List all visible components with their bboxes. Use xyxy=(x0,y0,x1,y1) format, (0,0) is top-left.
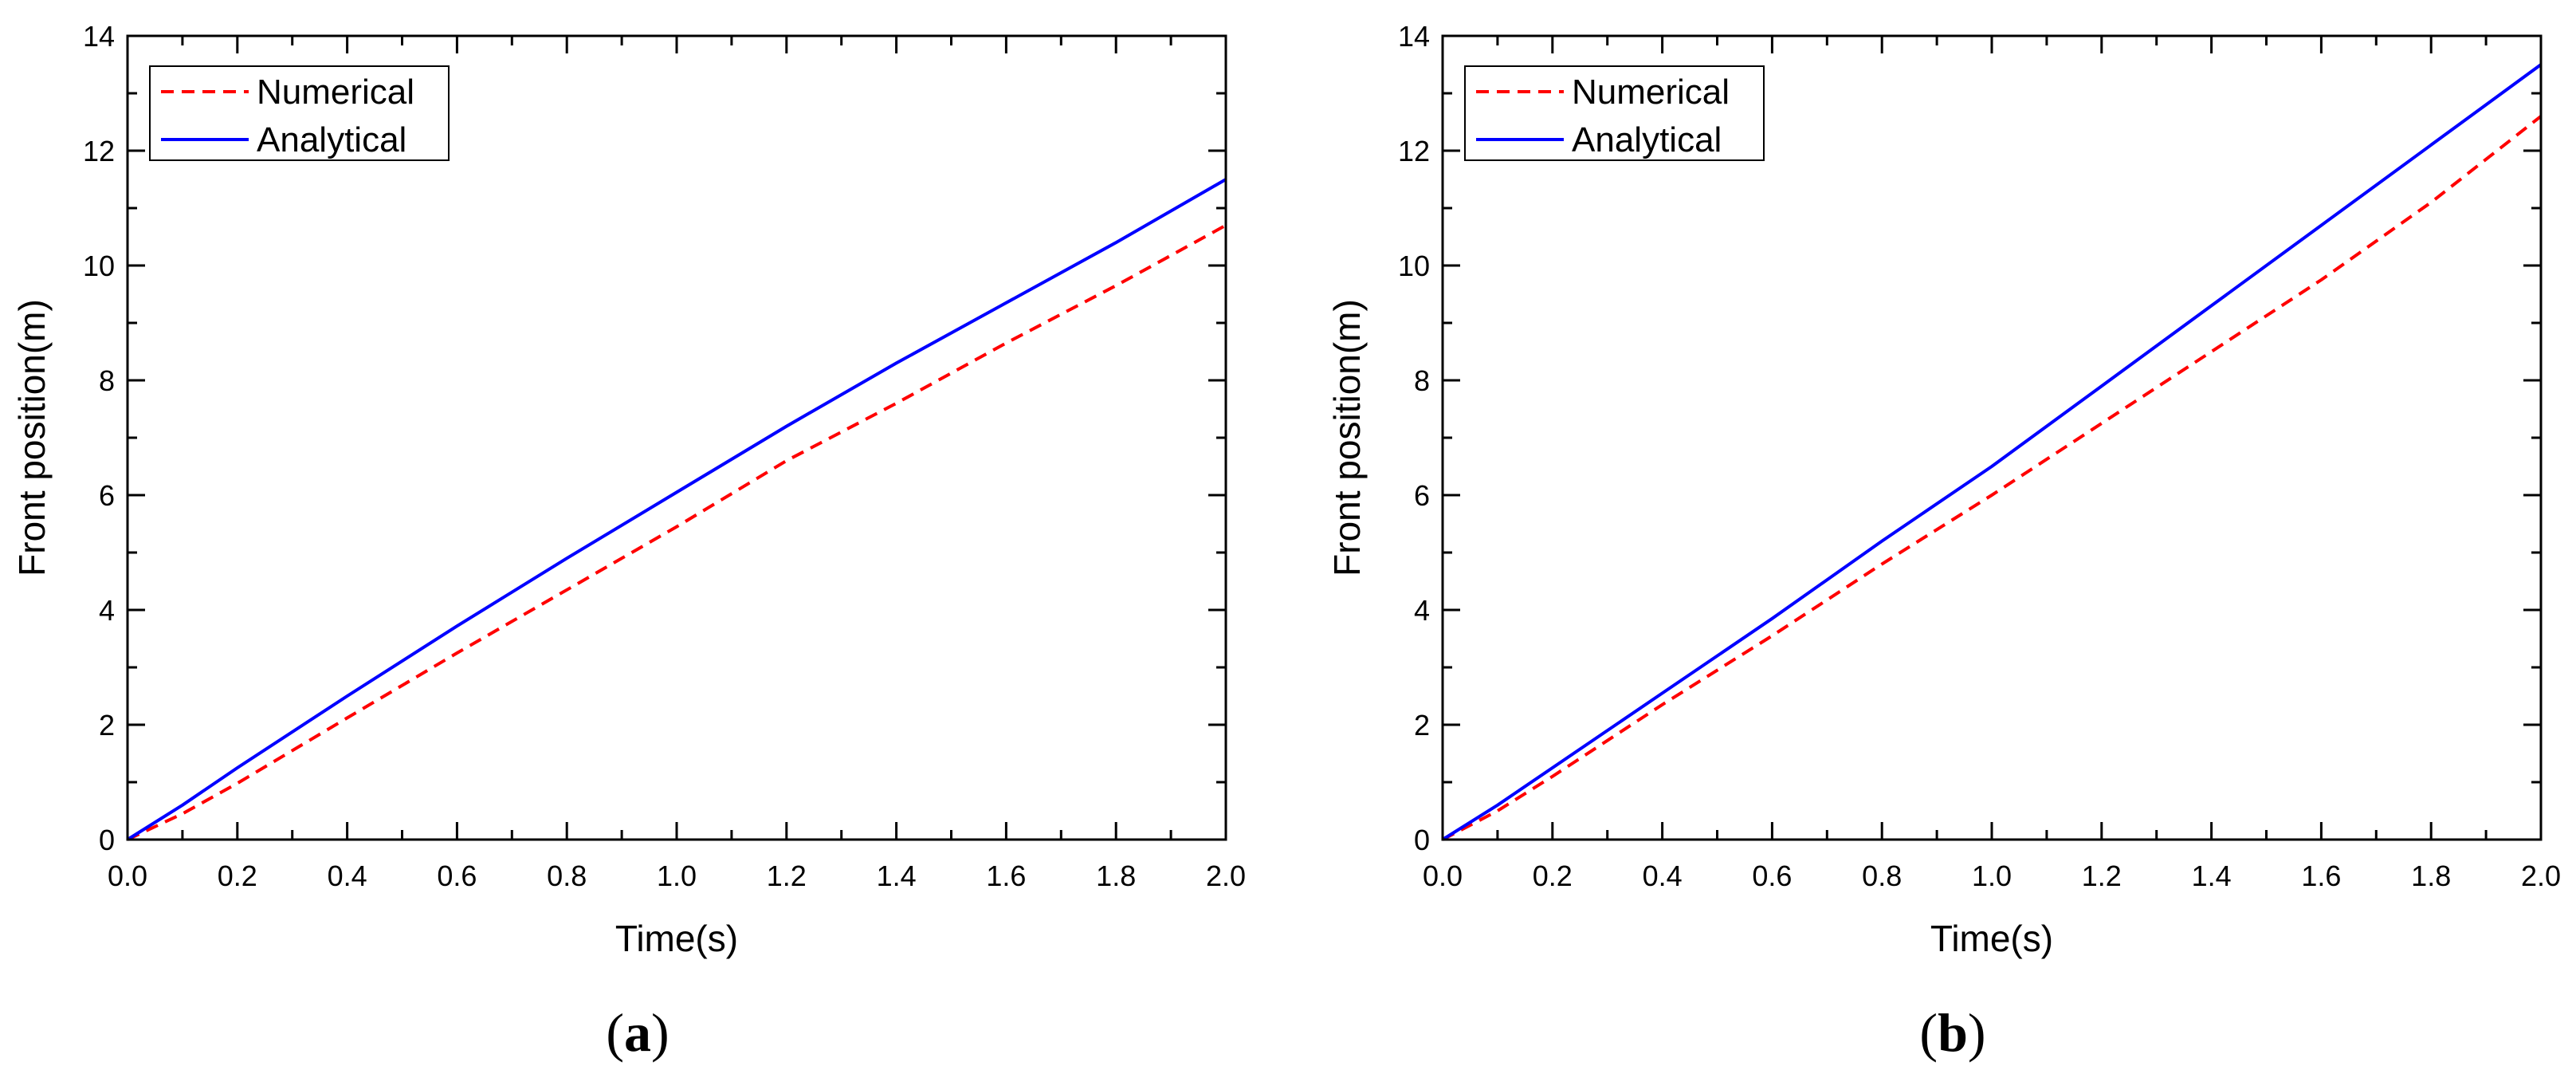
y-tick-label: 8 xyxy=(99,364,115,397)
x-tick-label: 1.2 xyxy=(2082,860,2122,892)
x-tick-label: 1.4 xyxy=(2192,860,2232,892)
x-tick-label: 1.0 xyxy=(657,860,697,892)
x-tick-label: 0.0 xyxy=(108,860,147,892)
x-tick-label: 0.4 xyxy=(1643,860,1683,892)
x-tick-label: 0.4 xyxy=(328,860,367,892)
panel-label: (b) xyxy=(1919,1002,1985,1063)
x-tick-label: 0.8 xyxy=(547,860,587,892)
x-tick-label: 0.6 xyxy=(1752,860,1792,892)
chart-panel-b: 0.0 0.2 0.4 0.6 0.8 1.0 1.2 1.4 1.6 1.8 2.0 0 2 4 6 8 10… xyxy=(1326,20,2561,1063)
x-tick-label: 0.2 xyxy=(218,860,257,892)
legend-label-analytical: Analytical xyxy=(257,120,406,159)
series-line-numerical xyxy=(1442,115,2543,841)
series-line-analytical xyxy=(126,178,1227,841)
legend: Numerical Analytical xyxy=(1464,65,1765,161)
y-axis-title: Front position(m) xyxy=(1326,299,1368,576)
x-tick-label: 1.6 xyxy=(2301,860,2341,892)
y-tick-label: 10 xyxy=(83,250,115,282)
x-tick-label: 0.6 xyxy=(437,860,477,892)
y-tick-label: 0 xyxy=(1414,824,1430,856)
y-tick-label: 14 xyxy=(83,20,115,53)
chart-panel-a: 0.0 0.2 0.4 0.6 0.8 1.0 1.2 1.4 1.6 1.8 2.0 0 2 4 6 8 10… xyxy=(11,20,1246,1063)
y-tick-label: 14 xyxy=(1398,20,1430,53)
series-line-analytical xyxy=(1441,63,2543,841)
y-tick-label: 2 xyxy=(99,709,115,742)
y-tick-label: 0 xyxy=(99,824,115,856)
y-tick-label: 2 xyxy=(1414,709,1430,742)
y-tick-label: 6 xyxy=(99,479,115,512)
x-tick-label: 0.0 xyxy=(1423,860,1463,892)
legend: Numerical Analytical xyxy=(149,65,450,161)
x-tick-label: 2.0 xyxy=(1206,860,1246,892)
x-tick-label: 2.0 xyxy=(2521,860,2561,892)
y-axis-title: Front position(m) xyxy=(11,299,53,576)
legend-label-numerical: Numerical xyxy=(257,73,414,112)
x-axis-title: Time(s) xyxy=(615,918,738,959)
y-tick-label: 10 xyxy=(1398,250,1430,282)
x-tick-label: 1.0 xyxy=(1972,860,2012,892)
x-axis-title: Time(s) xyxy=(1930,918,2053,959)
legend-box xyxy=(149,65,450,161)
y-tick-label: 6 xyxy=(1414,479,1430,512)
x-tick-label: 1.6 xyxy=(986,860,1026,892)
legend-label-analytical: Analytical xyxy=(1572,120,1722,159)
x-tick-label: 0.8 xyxy=(1862,860,1902,892)
x-tick-label: 1.4 xyxy=(877,860,917,892)
x-tick-label: 0.2 xyxy=(1533,860,1573,892)
y-tick-label: 12 xyxy=(83,135,115,167)
series-line-numerical xyxy=(127,223,1227,841)
legend-label-numerical: Numerical xyxy=(1572,73,1730,112)
x-tick-label: 1.2 xyxy=(767,860,807,892)
y-tick-label: 4 xyxy=(1414,594,1430,627)
y-tick-label: 8 xyxy=(1414,364,1430,397)
legend-box xyxy=(1464,65,1765,161)
panel-label: (a) xyxy=(606,1002,669,1063)
x-tick-label: 1.8 xyxy=(2411,860,2451,892)
y-tick-label: 4 xyxy=(99,594,115,627)
x-tick-label: 1.8 xyxy=(1096,860,1136,892)
y-tick-label: 12 xyxy=(1398,135,1430,167)
